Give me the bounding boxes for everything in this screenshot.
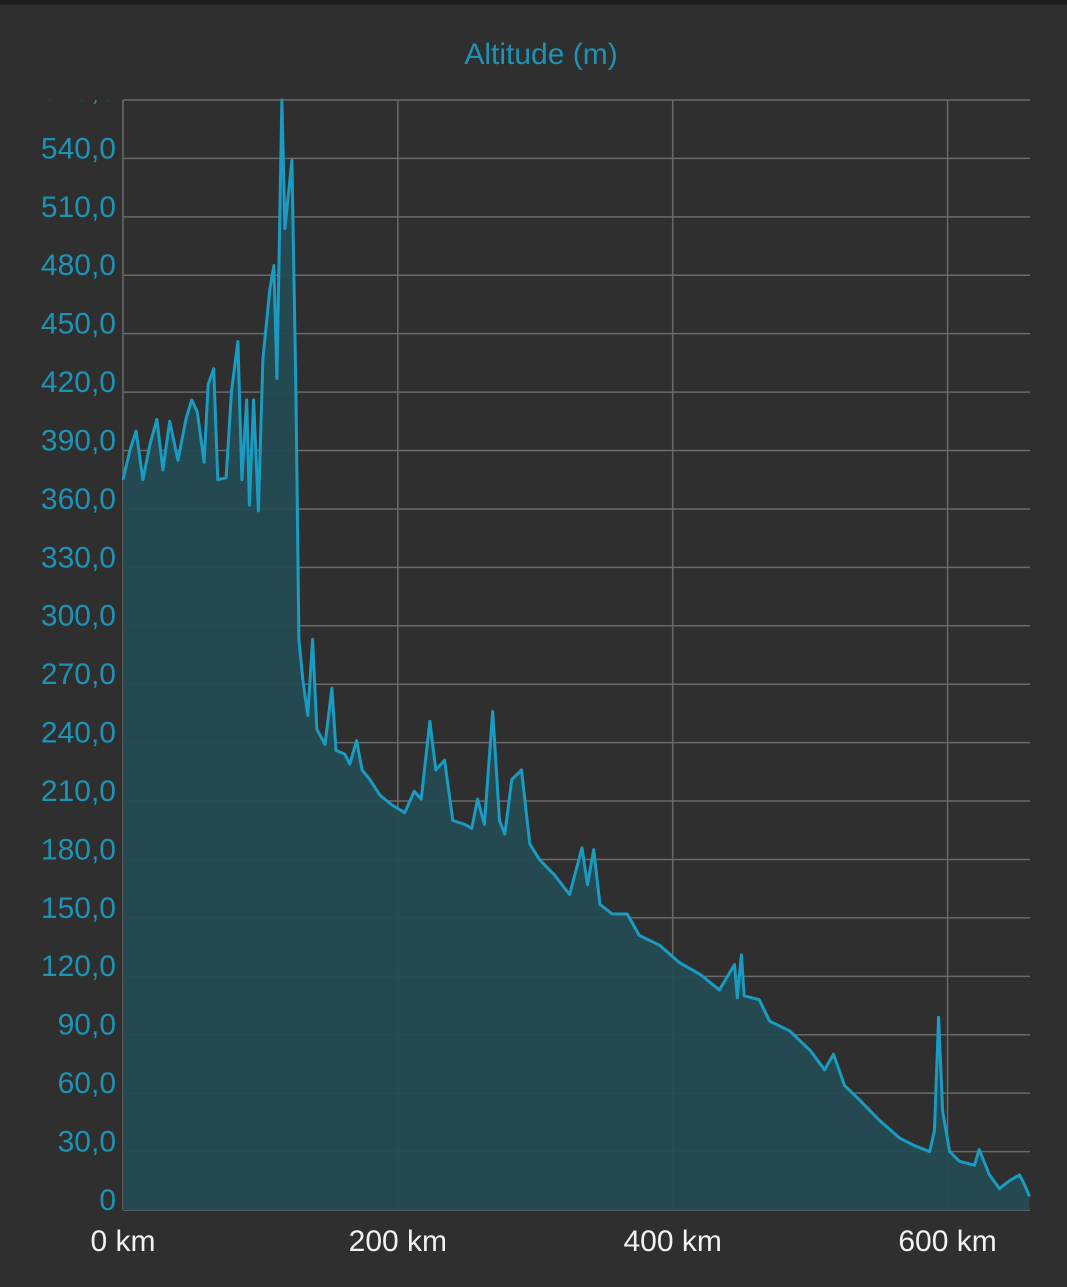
- plot: [121, 98, 1031, 1210]
- y-tick-label: 420,0: [41, 366, 116, 399]
- y-tick-label: 0: [99, 1184, 116, 1217]
- y-tick-label: 120,0: [41, 950, 116, 983]
- y-tick-label: 570,0: [41, 74, 116, 107]
- x-tick-label: 0 km: [90, 1225, 155, 1258]
- y-tick-label: 180,0: [41, 833, 116, 866]
- y-tick-label: 390,0: [41, 424, 116, 457]
- y-tick-label: 360,0: [41, 483, 116, 516]
- y-tick-label: 270,0: [41, 658, 116, 691]
- y-tick-label: 450,0: [41, 308, 116, 341]
- y-tick-label: 540,0: [41, 132, 116, 165]
- line: [121, 98, 1031, 1197]
- y-tick-label: 240,0: [41, 717, 116, 750]
- x-tick-label: 200 km: [349, 1225, 447, 1258]
- y-tick-label: 150,0: [41, 892, 116, 925]
- chart-title: Altitude (m): [464, 38, 617, 71]
- x-tick-label: 400 km: [624, 1225, 722, 1258]
- y-tick-label: 510,0: [41, 191, 116, 224]
- y-tick-label: 30,0: [58, 1126, 116, 1159]
- top-bar: [0, 0, 1067, 5]
- area: [123, 100, 1030, 1210]
- y-tick-label: 330,0: [41, 541, 116, 574]
- y-tick-label: 60,0: [58, 1067, 116, 1100]
- y-tick-label: 210,0: [41, 775, 116, 808]
- tick-labels: 0 30,0 60,0 90,0 120,0 150,0 180,0 210,0 240,0 27…: [41, 74, 997, 1258]
- y-tick-label: 90,0: [58, 1009, 116, 1042]
- y-tick-label: 480,0: [41, 249, 116, 282]
- x-tick-label: 600 km: [898, 1225, 996, 1258]
- y-tick-label: 300,0: [41, 600, 116, 633]
